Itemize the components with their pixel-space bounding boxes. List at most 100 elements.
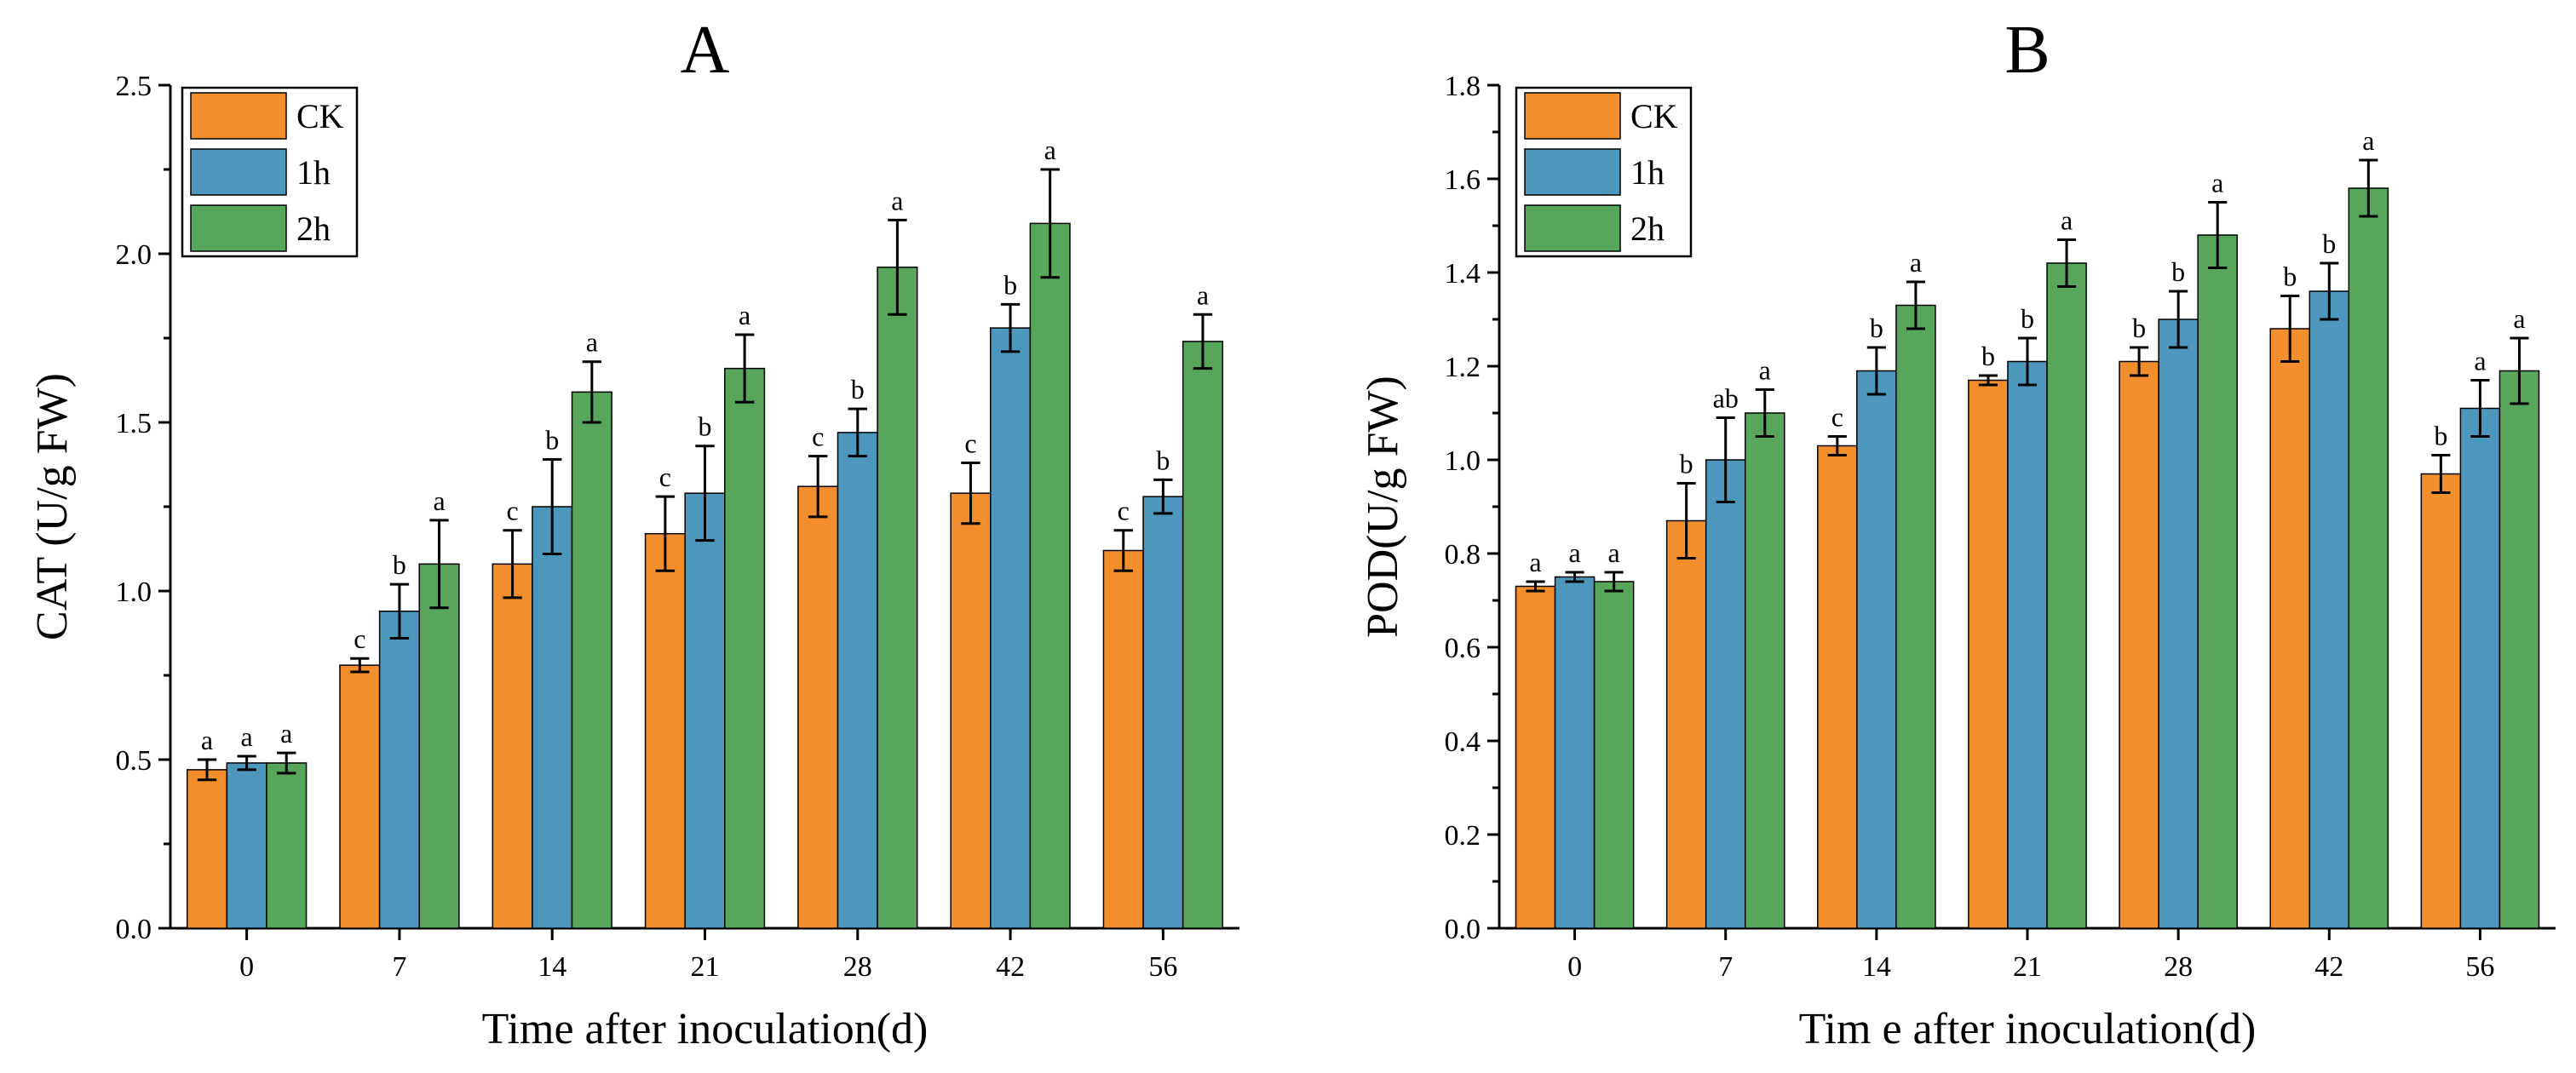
significance-label: c — [659, 462, 671, 492]
legend-label: CK — [1630, 97, 1678, 135]
y-axis-label: POD(U/g FW) — [1359, 376, 1407, 638]
bar — [837, 432, 878, 929]
legend: CK 1h 2h — [1515, 86, 1693, 258]
bar — [2269, 328, 2311, 929]
bar — [950, 492, 992, 929]
bar — [1029, 222, 1071, 929]
x-tick-label: 56 — [1148, 951, 1177, 983]
significance-label: a — [280, 718, 292, 749]
y-tick-label: 1.8 — [1445, 71, 1481, 102]
y-tick-label: 1.2 — [1445, 352, 1481, 383]
significance-label: c — [1118, 496, 1130, 526]
bar — [2498, 370, 2540, 929]
bar — [226, 762, 267, 929]
significance-label: b — [1003, 269, 1017, 300]
significance-label: b — [1156, 445, 1170, 475]
legend: CK 1h 2h — [181, 86, 359, 258]
significance-label: a — [1529, 547, 1541, 577]
significance-label: a — [241, 721, 253, 752]
y-tick-label: 0.0 — [116, 914, 152, 945]
significance-label: b — [1870, 313, 1883, 343]
significance-label: a — [2211, 168, 2223, 198]
significance-label: a — [1910, 247, 1922, 278]
x-tick-label: 42 — [2314, 951, 2343, 983]
legend-swatch-2h — [1524, 204, 1621, 252]
x-tick-label: 21 — [691, 951, 720, 983]
bar — [1182, 341, 1224, 929]
bar — [2197, 234, 2238, 929]
significance-label: b — [1680, 449, 1693, 479]
bar — [492, 563, 533, 929]
significance-label: b — [699, 411, 712, 442]
bar — [339, 664, 381, 929]
chart-title: A — [681, 13, 730, 88]
legend-swatch-2h — [190, 204, 287, 252]
x-tick-label: 0 — [1567, 951, 1582, 983]
x-axis-label: Tim e after inoculation(d) — [1799, 1005, 2257, 1053]
bar — [2348, 187, 2389, 929]
significance-label: a — [1568, 537, 1580, 568]
x-tick-label: 21 — [2013, 951, 2042, 983]
x-tick-label: 0 — [239, 951, 254, 983]
significance-label: ab — [1713, 383, 1739, 414]
bar — [532, 506, 573, 929]
significance-label: b — [2283, 261, 2297, 292]
bar — [2420, 473, 2462, 929]
bar — [1817, 445, 1858, 929]
x-tick-label: 14 — [538, 951, 566, 983]
significance-label: a — [586, 327, 598, 358]
bar — [644, 532, 686, 929]
y-tick-label: 1.6 — [1445, 164, 1481, 196]
bar — [186, 769, 228, 929]
legend-swatch-1h — [1524, 148, 1621, 196]
bar — [266, 762, 308, 929]
bar — [1705, 459, 1746, 929]
x-tick-label: 7 — [1718, 951, 1733, 983]
y-tick-label: 1.5 — [116, 408, 152, 439]
bar — [1102, 549, 1144, 929]
x-tick-label: 28 — [843, 951, 872, 983]
x-tick-label: 42 — [996, 951, 1025, 983]
x-tick-label: 14 — [1862, 951, 1891, 983]
significance-label: a — [2513, 303, 2525, 334]
legend-label: 2h — [1630, 209, 1665, 248]
legend-swatch-1h — [190, 148, 287, 196]
bar — [797, 485, 839, 929]
significance-label: a — [1608, 537, 1620, 568]
chart-panel-a: A 0.0 0.5 1.0 1.5 2.0 2.5 CAT (U/g FW) 0 7 14 21 28 4… — [28, 13, 1239, 1053]
significance-label: c — [1831, 402, 1843, 433]
bar — [418, 563, 460, 929]
significance-label: a — [1197, 279, 1209, 310]
y-tick-label: 0.0 — [1445, 914, 1481, 945]
y-tick-label: 1.0 — [116, 577, 152, 608]
bar — [1744, 412, 1785, 929]
bar — [724, 367, 766, 929]
x-tick-label: 28 — [2164, 951, 2193, 983]
bar — [877, 267, 918, 929]
series-1h: a b b b b b b — [226, 269, 1184, 929]
significance-label: b — [2132, 313, 2146, 343]
significance-label: a — [1759, 355, 1771, 386]
significance-label: b — [545, 425, 559, 456]
bar — [571, 391, 612, 929]
x-tick-label: 7 — [392, 951, 406, 983]
bar — [2007, 360, 2048, 929]
y-tick-label: 2.5 — [116, 71, 152, 102]
bar — [990, 327, 1032, 929]
legend-label: 1h — [1630, 153, 1665, 192]
bar — [378, 611, 420, 929]
legend-label: 2h — [296, 209, 331, 248]
bar — [2158, 318, 2199, 929]
significance-label: a — [2362, 125, 2374, 156]
x-tick-label: 56 — [2465, 951, 2494, 983]
significance-label: a — [201, 725, 213, 755]
bar — [1593, 581, 1635, 929]
significance-label: b — [2021, 303, 2034, 334]
y-tick-label: 2.0 — [116, 239, 152, 271]
y-tick-label: 1.0 — [1445, 445, 1481, 477]
bar — [1142, 496, 1184, 929]
y-tick-label: 0.8 — [1445, 539, 1481, 571]
